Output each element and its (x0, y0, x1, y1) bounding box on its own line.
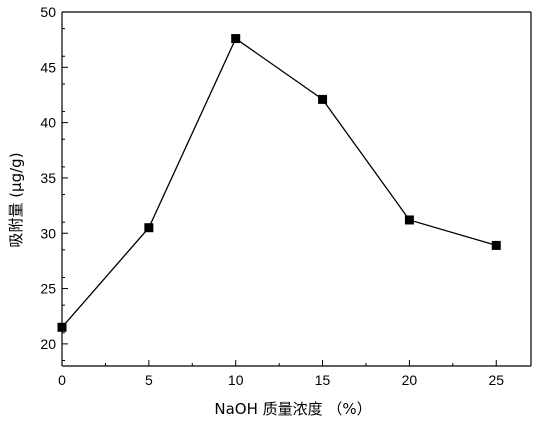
data-point-marker (57, 322, 67, 332)
x-tick-label: 15 (315, 372, 331, 388)
x-tick-label: 10 (228, 372, 244, 388)
data-point-marker (144, 223, 154, 233)
y-tick-label: 45 (40, 59, 56, 75)
series-line (61, 37, 497, 328)
x-tick-label: 25 (488, 372, 504, 388)
y-tick-label: 25 (40, 281, 56, 297)
y-axis-label: 吸附量 (μg/g) (7, 152, 25, 247)
x-tick-label: 0 (58, 372, 66, 388)
ticks: 0 5 10 15 20 25 20 25 30 35 40 45 50 (40, 4, 504, 388)
data-point-marker (318, 94, 328, 104)
x-tick-label: 20 (402, 372, 418, 388)
data-point-marker (231, 34, 241, 44)
y-tick-label: 20 (40, 336, 56, 352)
y-tick-label: 50 (40, 4, 56, 20)
y-tick-label: 40 (40, 115, 56, 131)
data-point-marker (404, 215, 414, 225)
axes (61, 11, 532, 367)
data-point-marker (491, 240, 501, 250)
series-polyline (61, 37, 497, 328)
x-tick-label: 5 (145, 372, 153, 388)
y-tick-label: 30 (40, 225, 56, 241)
x-axis-label: NaOH 质量浓度 （%） (214, 400, 371, 418)
y-tick-label: 35 (40, 170, 56, 186)
markers (57, 34, 501, 332)
